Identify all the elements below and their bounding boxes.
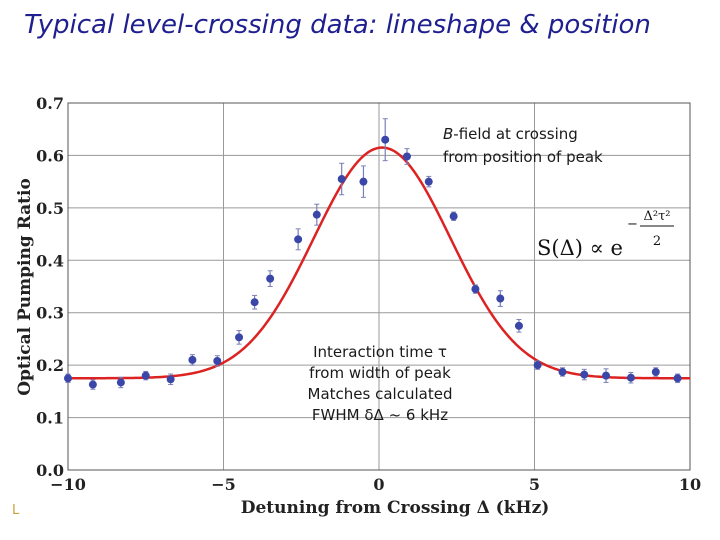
- data-point: [402, 148, 411, 165]
- data-point: [424, 175, 433, 188]
- data-point: [266, 270, 275, 287]
- point-marker: [116, 378, 125, 387]
- point-marker: [359, 177, 368, 186]
- data-point: [88, 379, 97, 390]
- x-tick-label: 5: [529, 475, 540, 494]
- point-marker: [449, 212, 458, 221]
- y-tick-label: 0.5: [36, 199, 64, 218]
- bfield-line1: -field at crossing: [453, 125, 577, 143]
- point-marker: [337, 175, 346, 184]
- point-marker: [558, 367, 567, 376]
- y-tick-label: 0.7: [36, 94, 64, 113]
- data-point: [533, 360, 542, 370]
- point-marker: [188, 355, 197, 364]
- x-tick-label: −10: [50, 475, 86, 494]
- data-point: [312, 203, 321, 226]
- point-marker: [250, 298, 259, 307]
- data-point: [235, 330, 244, 345]
- point-marker: [514, 321, 523, 330]
- bfield-line2: from position of peak: [443, 148, 603, 166]
- interaction-line1: Interaction time τ: [313, 343, 447, 361]
- data-point: [166, 373, 175, 386]
- formula-lhs: S(Δ) ∝ e: [537, 236, 623, 260]
- data-point: [141, 370, 150, 381]
- corner-mark: L: [12, 503, 20, 518]
- data-point: [673, 373, 682, 383]
- data-point: [188, 354, 197, 366]
- x-tick-label: 0: [373, 475, 384, 494]
- data-point: [558, 367, 567, 377]
- y-tick-label: 0.6: [36, 146, 64, 165]
- data-point: [471, 284, 480, 294]
- y-axis-label: Optical Pumping Ratio: [15, 178, 35, 396]
- data-point: [626, 371, 635, 384]
- data-points: [64, 118, 682, 390]
- point-marker: [213, 356, 222, 365]
- data-point: [580, 368, 589, 381]
- data-point: [602, 368, 611, 383]
- data-point: [294, 228, 303, 251]
- plot-frame: [67, 102, 691, 471]
- point-marker: [602, 371, 611, 380]
- point-marker: [580, 370, 589, 379]
- data-point: [213, 355, 222, 367]
- x-tick-label: 10: [679, 475, 701, 494]
- point-marker: [402, 152, 411, 161]
- slide-title: Typical level-crossing data: lineshape &…: [24, 10, 651, 40]
- y-tick-label: 0.2: [36, 356, 64, 375]
- point-marker: [381, 135, 390, 144]
- interaction-line3: Matches calculated: [308, 385, 453, 403]
- y-tick-label: 0.1: [36, 409, 64, 428]
- bfield-prefix: B: [443, 125, 453, 143]
- point-marker: [651, 367, 660, 376]
- data-point: [116, 376, 125, 389]
- point-marker: [673, 374, 682, 383]
- point-marker: [496, 294, 505, 303]
- y-tick-label: 0.0: [36, 461, 64, 480]
- formula-minus: −: [627, 217, 638, 232]
- y-tick-label: 0.3: [36, 304, 64, 323]
- point-marker: [166, 375, 175, 384]
- data-point: [381, 118, 390, 162]
- y-tick-label: 0.4: [36, 251, 64, 270]
- data-point: [64, 373, 72, 383]
- data-point: [359, 165, 368, 198]
- point-marker: [235, 333, 244, 342]
- interaction-line2: from width of peak: [309, 364, 451, 382]
- grid-lines: [67, 102, 691, 471]
- data-point: [651, 367, 660, 377]
- formula-denominator: 2: [653, 234, 661, 249]
- bfield-annotation: B-field at crossing: [443, 125, 578, 143]
- point-marker: [266, 274, 275, 283]
- data-point: [449, 211, 458, 221]
- point-marker: [533, 361, 542, 370]
- point-marker: [88, 380, 97, 389]
- interaction-line4: FWHM δΔ ~ 6 kHz: [312, 406, 448, 424]
- point-marker: [471, 285, 480, 294]
- data-point: [337, 162, 346, 196]
- point-marker: [141, 371, 150, 380]
- formula-numerator: Δ²τ²: [643, 209, 670, 224]
- point-marker: [294, 235, 303, 244]
- data-point: [250, 294, 259, 310]
- x-tick-label: −5: [211, 475, 236, 494]
- point-marker: [626, 373, 635, 382]
- point-marker: [424, 177, 433, 186]
- data-point: [496, 290, 505, 307]
- point-marker: [64, 374, 72, 383]
- data-point: [514, 319, 523, 333]
- x-axis-label: Detuning from Crossing Δ (kHz): [241, 498, 550, 518]
- axis-ticks: −10 −5 0 5 10 0.0 0.1 0.2 0.3 0.4 0.5 0.6 0.7: [36, 94, 701, 494]
- point-marker: [312, 210, 321, 219]
